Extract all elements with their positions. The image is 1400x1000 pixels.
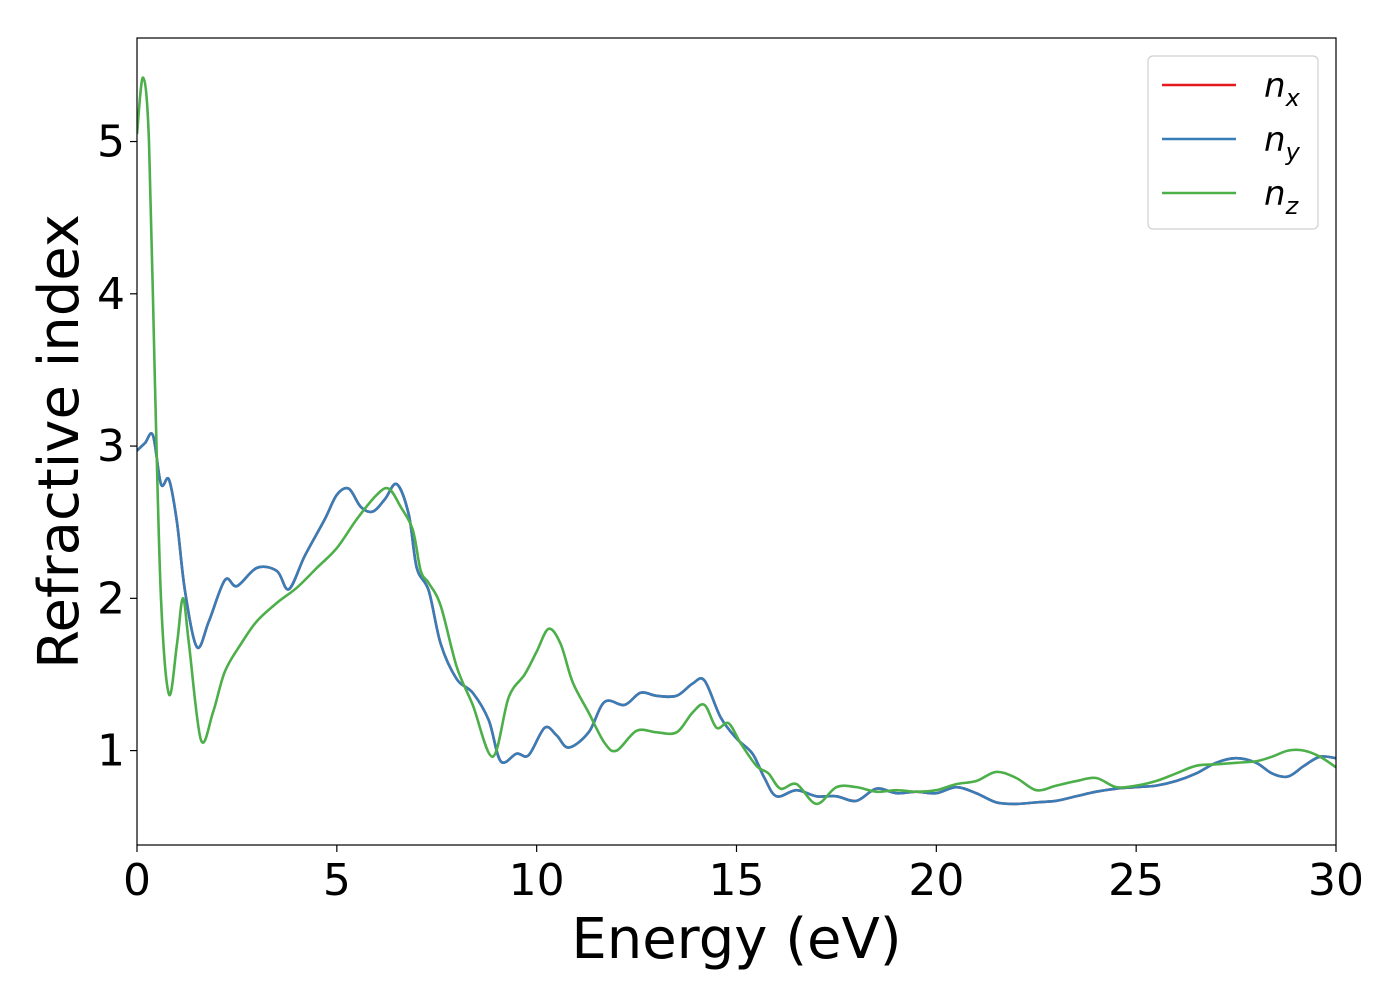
legend-label-subscript: z — [1285, 192, 1300, 220]
legend-label-subscript: x — [1285, 84, 1301, 112]
x-tick-label: 10 — [509, 855, 565, 906]
x-tick-label: 25 — [1108, 855, 1164, 906]
y-axis-label: Refractive index — [27, 214, 92, 669]
x-tick-label: 15 — [709, 855, 765, 906]
legend-label-base: n — [1264, 66, 1286, 106]
y-tick-label: 4 — [97, 269, 125, 320]
y-ticks: 1 2 3 4 5 — [97, 117, 137, 777]
x-tick-label: 30 — [1308, 855, 1364, 906]
legend-label-y: ny — [1264, 120, 1301, 166]
legend-box — [1147, 55, 1319, 230]
legend-label-x: nx — [1264, 66, 1301, 112]
series-line-y — [137, 432, 1336, 806]
x-tick-label: 20 — [908, 855, 964, 906]
x-ticks: 0 5 10 15 20 25 30 — [123, 845, 1364, 906]
plot-area — [137, 38, 1336, 845]
series-line-z — [137, 76, 1336, 806]
x-axis-label: Energy (eV) — [571, 907, 901, 972]
x-tick-label: 0 — [123, 855, 151, 906]
y-tick-label: 3 — [97, 421, 125, 472]
x-tick-label: 5 — [323, 855, 351, 906]
legend-label-z: nz — [1264, 174, 1300, 220]
y-tick-label: 1 — [97, 726, 125, 777]
y-tick-label: 2 — [97, 573, 125, 624]
legend-label-base: n — [1264, 120, 1286, 160]
legend-label-subscript: y — [1285, 138, 1301, 166]
y-tick-label: 5 — [97, 117, 125, 168]
legend-label-base: n — [1264, 174, 1286, 214]
series-layer — [137, 76, 1336, 806]
